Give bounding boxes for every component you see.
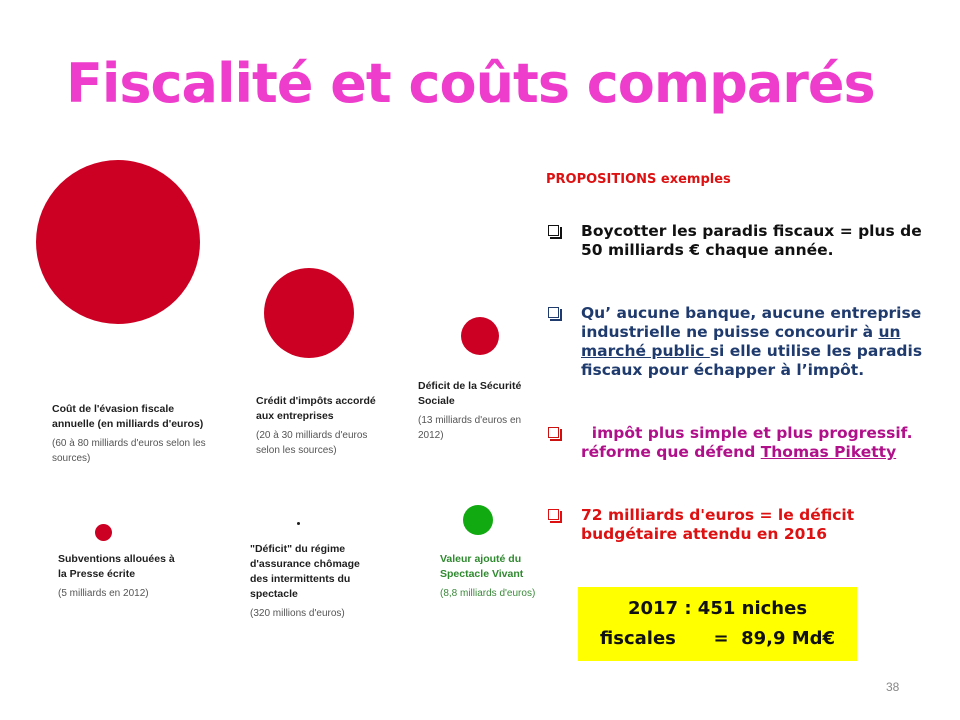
caption-source: (320 millions d'euros) xyxy=(250,608,345,619)
proposition-item: 72 milliards d'euros = le déficit budgét… xyxy=(546,506,946,544)
proposition-item: Qu’ aucune banque, aucune entreprise ind… xyxy=(546,304,946,380)
caption-credit-impots: Crédit d'impôts accordé aux entreprises … xyxy=(256,394,386,458)
proposition-text-part: si elle utilise les paradis fiscaux pour… xyxy=(581,342,923,379)
caption-label: Déficit de la Sécurité Sociale xyxy=(418,380,522,407)
caption-spectacle-vivant: Valeur ajouté du Spectacle Vivant (8,8 m… xyxy=(440,552,540,601)
proposition-text: impôt plus simple et plus progressif. ré… xyxy=(581,424,946,462)
proposition-text: 72 milliards d'euros = le déficit budgét… xyxy=(581,506,855,543)
proposition-text-part: impôt plus simple et plus progressif. ré… xyxy=(581,424,918,461)
thomas-piketty-link[interactable]: Thomas Piketty xyxy=(760,443,897,461)
proposition-item: impôt plus simple et plus progressif. ré… xyxy=(546,424,946,462)
infographic: Coût de l'évasion fiscale annuelle (en m… xyxy=(0,150,535,640)
proposition-text: Qu’ aucune banque, aucune entreprise ind… xyxy=(581,304,946,380)
bubble-securite-sociale xyxy=(461,317,499,355)
checkbox-bullet-icon xyxy=(548,225,562,239)
proposition-item: Boycotter les paradis fiscaux = plus de … xyxy=(546,222,946,260)
caption-securite-sociale: Déficit de la Sécurité Sociale (13 milli… xyxy=(418,379,528,443)
niches-fiscales-box: 2017 : 451 niches fiscales = 89,9 Md€ xyxy=(578,587,857,661)
caption-label: "Déficit" du régime d'assurance chômage … xyxy=(250,543,360,600)
niches-line-2: fiscales = 89,9 Md€ xyxy=(599,628,836,649)
checkbox-bullet-icon xyxy=(548,509,562,523)
bubble-spectacle-vivant xyxy=(463,505,493,535)
caption-source: (60 à 80 milliards d'euros selon les sou… xyxy=(52,438,206,464)
caption-label: Valeur ajouté du Spectacle Vivant xyxy=(440,553,524,580)
caption-source: (8,8 milliards d'euros) xyxy=(440,588,536,599)
propositions-panel: PROPOSITIONS exemples Boycotter les para… xyxy=(546,172,946,543)
caption-source: (20 à 30 milliards d'euros selon les sou… xyxy=(256,430,368,456)
bubble-intermittents xyxy=(297,522,300,525)
caption-presse-ecrite: Subventions allouées à la Presse écrite … xyxy=(58,552,178,601)
caption-label: Subventions allouées à la Presse écrite xyxy=(58,553,175,580)
proposition-text-part: Qu’ aucune banque, aucune entreprise ind… xyxy=(581,304,922,341)
checkbox-bullet-icon xyxy=(548,307,562,321)
slide-title: Fiscalité et coûts comparés xyxy=(66,52,876,115)
checkbox-bullet-icon xyxy=(548,427,562,441)
niches-line-1: 2017 : 451 niches xyxy=(627,598,808,619)
bubble-evasion-fiscale xyxy=(36,160,200,324)
caption-evasion-fiscale: Coût de l'évasion fiscale annuelle (en m… xyxy=(52,402,212,466)
caption-source: (13 milliards d'euros en 2012) xyxy=(418,415,522,441)
proposition-text: Boycotter les paradis fiscaux = plus de … xyxy=(581,222,922,259)
caption-label: Coût de l'évasion fiscale annuelle (en m… xyxy=(52,403,204,430)
propositions-heading: PROPOSITIONS exemples xyxy=(546,172,731,187)
page-number: 38 xyxy=(886,680,900,694)
caption-intermittents: "Déficit" du régime d'assurance chômage … xyxy=(250,542,380,621)
bubble-presse-ecrite xyxy=(95,524,112,541)
caption-label: Crédit d'impôts accordé aux entreprises xyxy=(256,395,376,422)
caption-source: (5 milliards en 2012) xyxy=(58,588,149,599)
bubble-credit-impots xyxy=(264,268,354,358)
marche-public-link[interactable]: un marché public xyxy=(581,323,901,360)
